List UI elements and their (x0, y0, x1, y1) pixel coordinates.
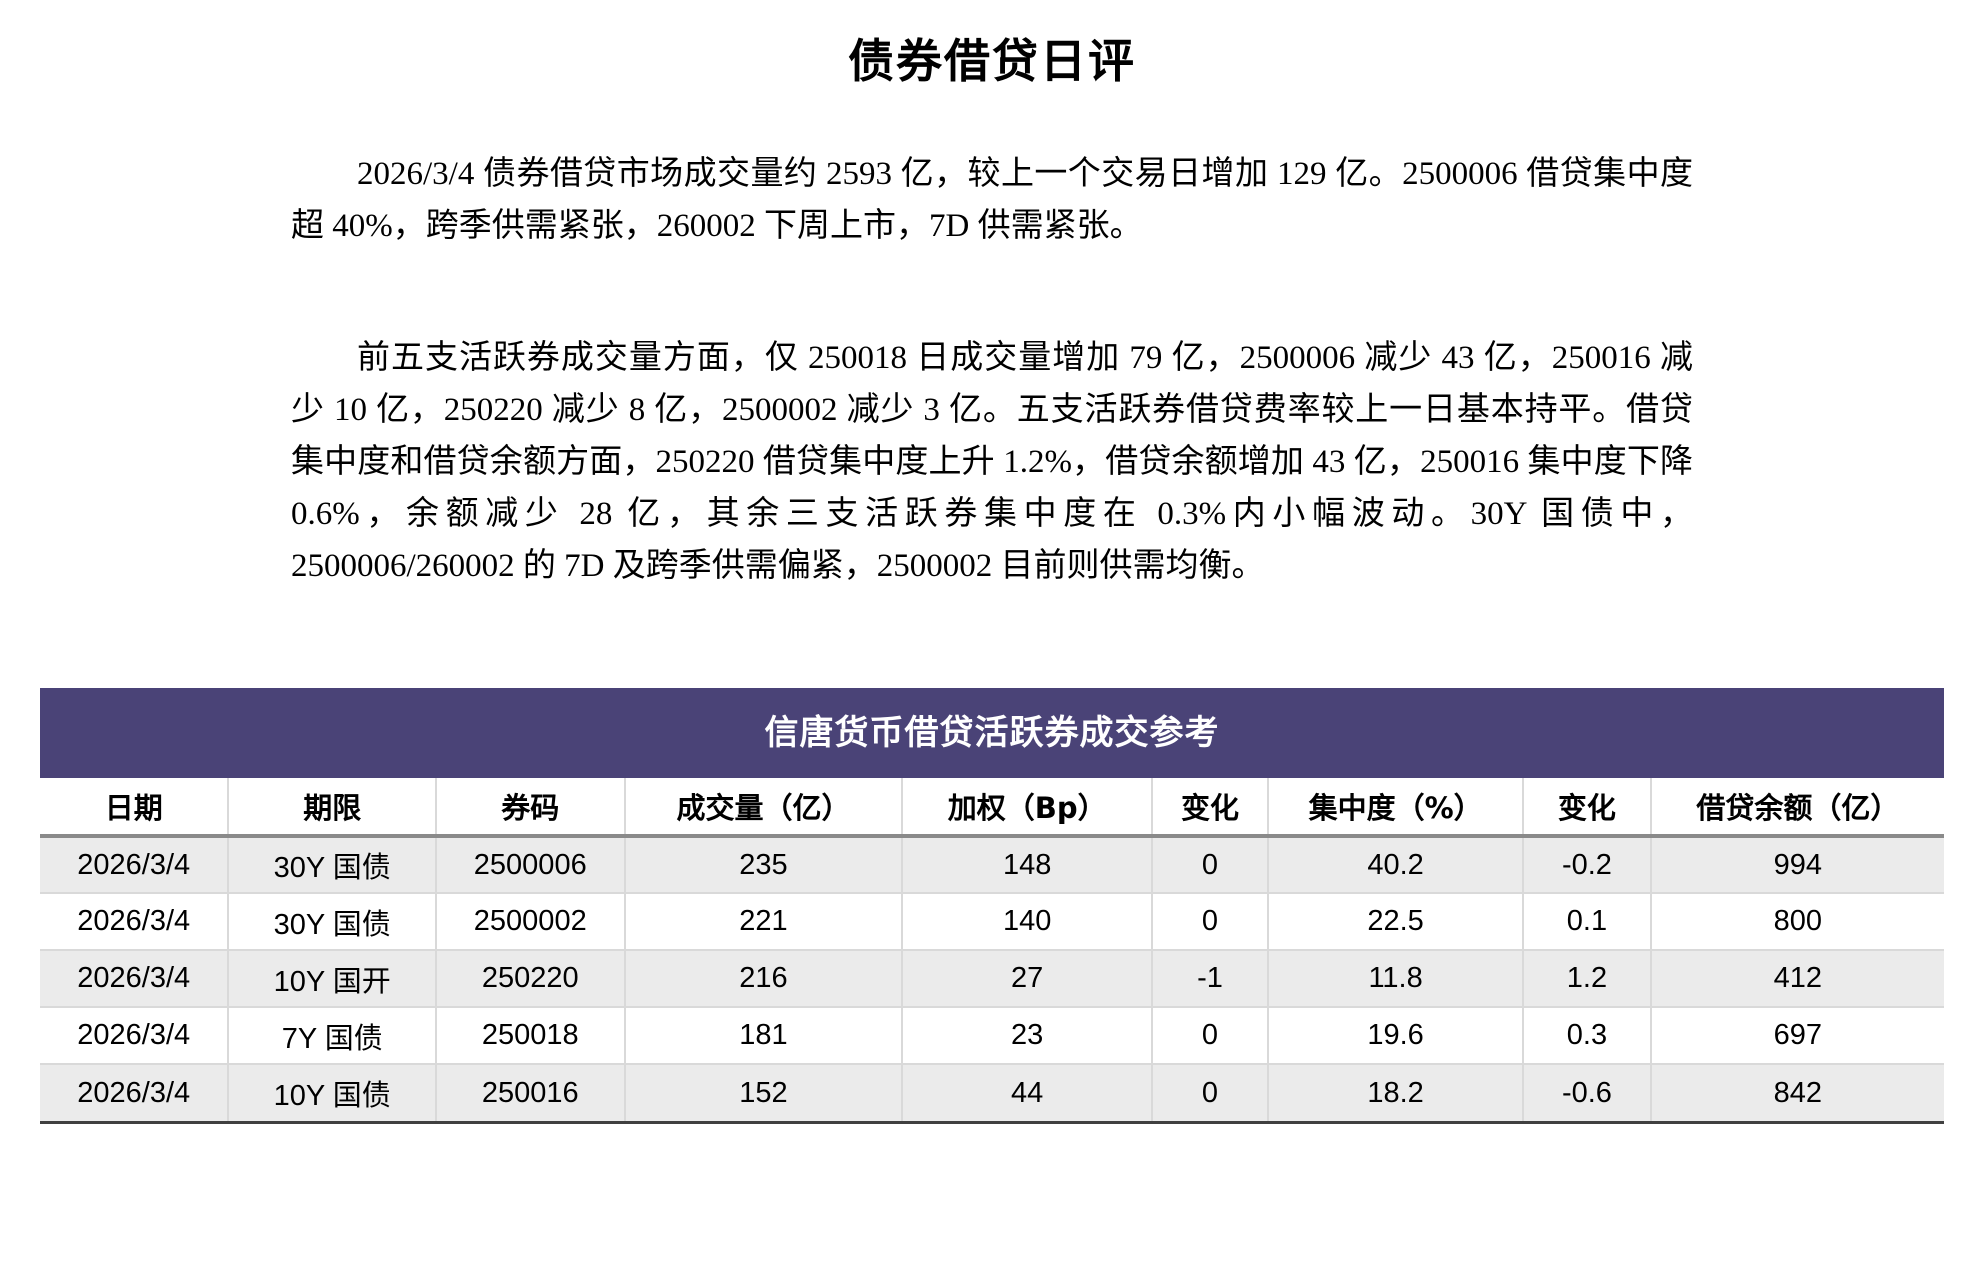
table-header-cell: 变化 (1150, 778, 1269, 838)
table-cell: 0.1 (1522, 892, 1651, 950)
table-header: 日期 期限 券码 成交量（亿） 加权（Bp） 变化 集中度（%） 变化 借贷余额（亿） (40, 778, 1944, 838)
table-header-cell: 日期 (40, 778, 229, 838)
table-row: 2026/3/4 30Y 国债 2500006 235 148 0 40.2 -0.2 994 (40, 836, 1944, 893)
table-cell: 23 (901, 1006, 1152, 1064)
table-cell: 44 (901, 1063, 1152, 1121)
table-cell: 2026/3/4 (40, 836, 229, 893)
table-header-cell: 借贷余额（亿） (1649, 778, 1944, 838)
table-cell: 800 (1649, 892, 1944, 950)
table-cell: 221 (623, 892, 903, 950)
table-header-cell: 券码 (435, 778, 625, 838)
table-cell: 250018 (435, 1006, 625, 1064)
table-cell: 0 (1150, 836, 1269, 893)
table-cell: 11.8 (1267, 949, 1524, 1007)
table-cell: 0 (1150, 892, 1269, 950)
table-cell: 30Y 国债 (227, 836, 437, 893)
table-cell: 412 (1649, 949, 1944, 1007)
table-cell: 0.3 (1522, 1006, 1651, 1064)
table-cell: 19.6 (1267, 1006, 1524, 1064)
table-cell: 994 (1649, 836, 1944, 893)
page-title: 债券借贷日评 (0, 30, 1984, 92)
table-row: 2026/3/4 10Y 国债 250016 152 44 0 18.2 -0.6 842 (40, 1063, 1944, 1121)
table-cell: 148 (901, 836, 1152, 893)
table-cell: 697 (1649, 1006, 1944, 1064)
detail-paragraph: 前五支活跃券成交量方面，仅 250018 日成交量增加 79 亿，2500006… (291, 340, 1694, 584)
table-header-cell: 集中度（%） (1267, 778, 1524, 838)
table-cell: 0 (1150, 1063, 1269, 1121)
table-cell: 2500002 (435, 892, 625, 950)
table-header-cell: 期限 (227, 778, 437, 838)
table-cell: 10Y 国债 (227, 1063, 437, 1121)
table-cell: 250220 (435, 949, 625, 1007)
table-header-cell: 成交量（亿） (623, 778, 903, 838)
table-row: 2026/3/4 10Y 国开 250220 216 27 -1 11.8 1.2 412 (40, 949, 1944, 1007)
table-cell: 1.2 (1522, 949, 1651, 1007)
table-cell: 2500006 (435, 836, 625, 893)
table-row: 2026/3/4 30Y 国债 2500002 221 140 0 22.5 0.1 800 (40, 892, 1944, 950)
table-cell: -0.2 (1522, 836, 1651, 893)
table-cell: 18.2 (1267, 1063, 1524, 1121)
table-header-cell: 变化 (1522, 778, 1651, 838)
table-cell: 40.2 (1267, 836, 1524, 893)
table-cell: 7Y 国债 (227, 1006, 437, 1064)
table-cell: -1 (1150, 949, 1269, 1007)
table-cell: 2026/3/4 (40, 1006, 229, 1064)
table-cell: 22.5 (1267, 892, 1524, 950)
reference-table-section: 信唐货币借贷活跃券成交参考 日期 期限 券码 成交量（亿） 加权（Bp） 变化 集中度（%）… (40, 688, 1944, 1124)
table-cell: 216 (623, 949, 903, 1007)
table-cell: 27 (901, 949, 1152, 1007)
table-cell: 2026/3/4 (40, 892, 229, 950)
table-cell: 30Y 国债 (227, 892, 437, 950)
table-row: 2026/3/4 7Y 国债 250018 181 23 0 19.6 0.3 697 (40, 1006, 1944, 1064)
table-cell: 181 (623, 1006, 903, 1064)
table-cell: 152 (623, 1063, 903, 1121)
table-cell: 842 (1649, 1063, 1944, 1121)
page-title-text: 债券借贷日评 (848, 34, 1136, 88)
table-header-row: 日期 期限 券码 成交量（亿） 加权（Bp） 变化 集中度（%） 变化 借贷余额（亿） (40, 778, 1944, 838)
table-cell: 10Y 国开 (227, 949, 437, 1007)
table-cell: -0.6 (1522, 1063, 1651, 1121)
table-header-cell: 加权（Bp） (901, 778, 1152, 838)
table-cell: 235 (623, 836, 903, 893)
table-body: 2026/3/4 30Y 国债 2500006 235 148 0 40.2 -0.2 994 2… (40, 836, 1944, 1121)
table-cell: 140 (901, 892, 1152, 950)
active-bond-table: 日期 期限 券码 成交量（亿） 加权（Bp） 变化 集中度（%） 变化 借贷余额（亿） 2026… (40, 778, 1944, 1121)
table-cell: 2026/3/4 (40, 1063, 229, 1121)
table-cell: 2026/3/4 (40, 949, 229, 1007)
table-title-band: 信唐货币借贷活跃券成交参考 (40, 688, 1944, 778)
table-cell: 250016 (435, 1063, 625, 1121)
table-cell: 0 (1150, 1006, 1269, 1064)
summary-paragraph: 2026/3/4 债券借贷市场成交量约 2593 亿，较上一个交易日增加 129… (291, 156, 1693, 244)
